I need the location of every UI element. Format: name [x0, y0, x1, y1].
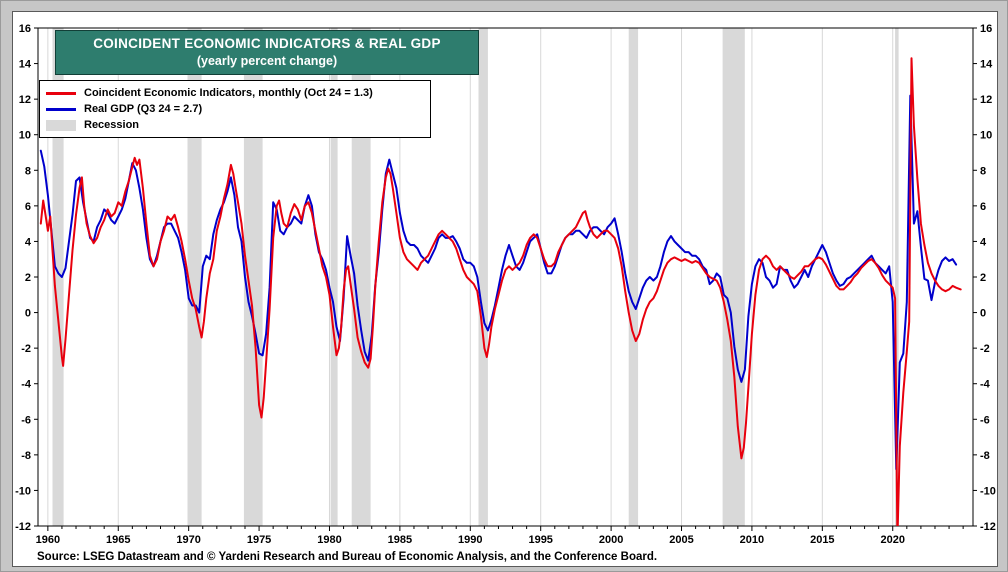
chart-title-box: COINCIDENT ECONOMIC INDICATORS & REAL GD…: [55, 30, 479, 75]
y-axis-label-left: -8: [21, 450, 31, 462]
recession-band: [722, 28, 745, 526]
y-axis-label-right: 6: [980, 201, 986, 213]
y-axis-label-left: -10: [15, 485, 31, 497]
x-axis-label: 1970: [176, 534, 200, 546]
y-axis-label-left: -2: [21, 343, 31, 355]
y-axis-label-left: -4: [21, 379, 32, 391]
y-axis-label-right: 16: [980, 23, 992, 35]
legend-item: Recession: [46, 117, 424, 133]
y-axis-label-left: -6: [21, 414, 31, 426]
x-axis-label: 1995: [528, 534, 552, 546]
y-axis-label-right: 8: [980, 165, 986, 177]
y-axis-label-left: 10: [19, 130, 31, 142]
legend-label: Recession: [84, 119, 140, 131]
y-axis-label-left: 4: [25, 236, 32, 248]
y-axis-label-right: -6: [980, 414, 990, 426]
y-axis-label-right: -2: [980, 343, 990, 355]
recession-band: [895, 28, 899, 526]
gdp-line: [39, 94, 958, 471]
legend-swatch-band: [46, 119, 76, 131]
x-axis-label: 2010: [740, 534, 764, 546]
legend: Coincident Economic Indicators, monthly …: [39, 80, 431, 138]
x-axis-label: 2005: [669, 534, 693, 546]
y-axis-label-left: 8: [25, 165, 31, 177]
y-axis-label-left: -12: [15, 521, 31, 533]
y-axis-label-left: 14: [19, 59, 32, 71]
recession-band: [628, 28, 639, 526]
recession-band: [478, 28, 488, 526]
y-axis-label-right: 4: [980, 236, 987, 248]
y-axis-label-left: 12: [19, 94, 31, 106]
legend-swatch-line: [46, 107, 76, 111]
x-axis-label: 2015: [810, 534, 834, 546]
legend-label: Coincident Economic Indicators, monthly …: [84, 87, 373, 99]
cei-line: [39, 57, 962, 526]
y-axis-label-left: 2: [25, 272, 31, 284]
y-axis-label-right: -10: [980, 485, 996, 497]
y-axis-label-left: 6: [25, 201, 31, 213]
y-axis-label-right: 10: [980, 130, 992, 142]
recession-band: [52, 28, 64, 526]
source-text: Source: LSEG Datastream and © Yardeni Re…: [37, 551, 658, 563]
y-axis-label-right: -4: [980, 379, 991, 391]
recession-band: [330, 28, 338, 526]
y-axis-label-right: 0: [980, 308, 986, 320]
legend-item: Coincident Economic Indicators, monthly …: [46, 85, 424, 101]
x-axis-label: 1990: [458, 534, 482, 546]
chart-plot: -12 -12 -10 -10 -8 -8 -6 -6 -4 -4 -2 -2 0 0 2 2 4 4 6 6 8 8 10…: [15, 23, 996, 546]
x-axis-label: 1985: [388, 534, 412, 546]
chart-subtitle: (yearly percent change): [196, 54, 338, 68]
recession-band: [187, 28, 202, 526]
x-axis-label: 1975: [247, 534, 271, 546]
x-axis-label: 1980: [317, 534, 341, 546]
chart-title: COINCIDENT ECONOMIC INDICATORS & REAL GD…: [93, 36, 441, 51]
chart-panel: -12 -12 -10 -10 -8 -8 -6 -6 -4 -4 -2 -2 0 0 2 2 4 4 6 6 8 8 10…: [12, 11, 998, 567]
y-axis-label-left: 16: [19, 23, 31, 35]
y-axis-label-right: 14: [980, 59, 993, 71]
x-axis-label: 2000: [599, 534, 623, 546]
recession-band: [351, 28, 371, 526]
y-axis-label-right: 12: [980, 94, 992, 106]
x-axis-label: 1960: [36, 534, 60, 546]
y-axis-label-left: 0: [25, 308, 31, 320]
legend-swatch-line: [46, 91, 76, 95]
legend-item: Real GDP (Q3 24 = 2.7): [46, 101, 424, 117]
x-axis-label: 2020: [880, 534, 904, 546]
y-axis-label-right: 2: [980, 272, 986, 284]
legend-label: Real GDP (Q3 24 = 2.7): [84, 103, 203, 115]
y-axis-label-right: -8: [980, 450, 990, 462]
y-axis-label-right: -12: [980, 521, 996, 533]
x-axis-label: 1965: [106, 534, 130, 546]
